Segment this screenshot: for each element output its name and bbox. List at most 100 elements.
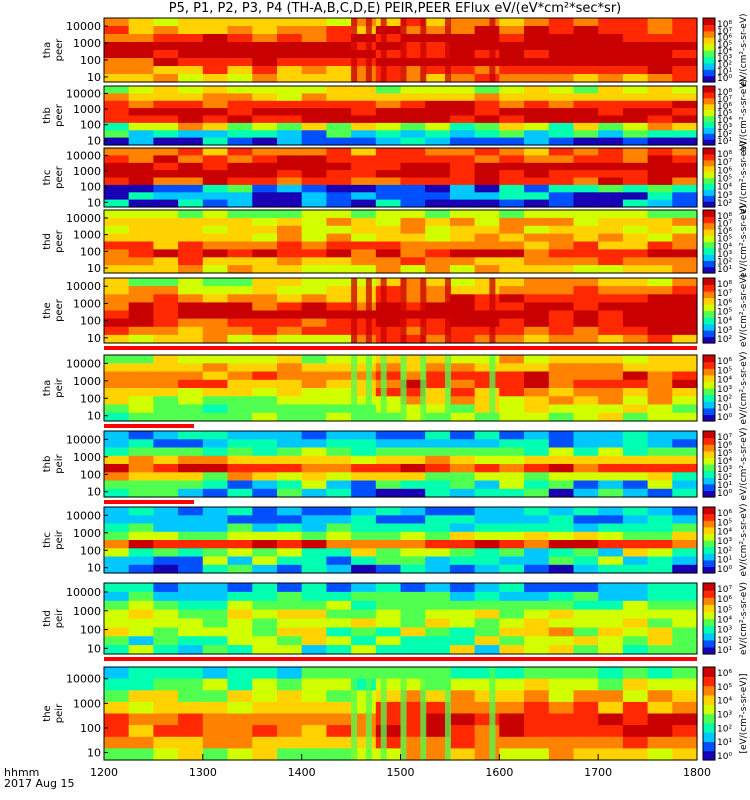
heatmap-cell — [524, 748, 550, 761]
heatmap-cell — [227, 396, 253, 406]
heatmap-cell — [449, 523, 476, 533]
heatmap-cell — [104, 210, 130, 219]
heatmap-cell — [351, 74, 377, 83]
heatmap-cell — [622, 488, 649, 498]
heatmap-cell — [672, 249, 698, 258]
heatmap-cell — [449, 678, 476, 691]
heatmap-cell — [449, 217, 476, 227]
heatmap-cell — [524, 447, 550, 457]
heatmap-cell — [524, 556, 550, 566]
heatmap-cell — [227, 363, 253, 373]
heatmap-cell — [326, 233, 352, 243]
heatmap-cell — [524, 42, 550, 51]
heatmap-cell — [277, 100, 303, 109]
heatmap-cell — [128, 42, 154, 51]
heatmap-cell — [227, 318, 253, 328]
heatmap-cell — [425, 225, 451, 235]
heatmap-cell — [351, 241, 377, 250]
heatmap-cell — [647, 701, 673, 715]
heatmap-cell — [573, 636, 599, 646]
heatmap-cell — [128, 439, 154, 449]
y-tick-label: 10000 — [66, 212, 101, 225]
heatmap-cell — [153, 302, 179, 312]
heatmap-cell — [301, 122, 327, 131]
heatmap-cell — [351, 210, 377, 219]
heatmap-cell — [598, 162, 624, 171]
heatmap-cell — [425, 725, 451, 738]
heatmap-cell — [375, 609, 402, 620]
heatmap-cell — [647, 690, 673, 703]
panel-frame — [103, 582, 698, 655]
heatmap-cell — [573, 225, 599, 235]
heatmap-cell — [449, 130, 476, 139]
heatmap-cell — [301, 130, 327, 139]
heatmap-cell — [227, 334, 253, 344]
heatmap-cell — [647, 249, 673, 258]
heatmap-cell — [227, 34, 253, 43]
heatmap-cell — [178, 93, 204, 102]
heatmap-cell — [622, 225, 649, 235]
heatmap-cell — [449, 627, 476, 637]
heatmap-cell — [573, 74, 599, 83]
heatmap-cell — [474, 388, 500, 397]
heatmap-cell — [425, 439, 451, 449]
heatmap-cell — [277, 412, 303, 422]
heatmap-cell — [548, 431, 575, 440]
heatmap-cell — [598, 701, 624, 715]
heatmap-cell — [425, 257, 451, 266]
heatmap-cell — [351, 278, 377, 287]
heatmap-cell — [622, 447, 649, 457]
heatmap-cell — [622, 618, 649, 628]
heatmap-cell — [104, 148, 130, 156]
heatmap-cell — [449, 148, 476, 156]
heatmap-cell — [622, 108, 649, 117]
heatmap-cell — [499, 556, 525, 566]
colorbar-segment — [703, 388, 715, 396]
heatmap-cell — [499, 515, 525, 525]
heatmap-cell — [301, 564, 327, 574]
heatmap-cell — [326, 26, 352, 35]
heatmap-cell — [351, 184, 377, 193]
heatmap-cell — [277, 122, 303, 131]
heatmap-cell — [178, 748, 204, 761]
heatmap-cell — [672, 115, 698, 124]
heatmap-cell — [375, 412, 402, 422]
heatmap-cell — [301, 257, 327, 266]
heatmap-cell — [598, 523, 624, 533]
heatmap-cell — [178, 363, 204, 373]
heatmap-cell — [524, 162, 550, 171]
heatmap-cell — [375, 170, 402, 179]
heatmap-cell — [227, 472, 253, 482]
heatmap-cell — [647, 50, 673, 59]
heatmap-cell — [647, 713, 673, 726]
heatmap-cell — [647, 645, 673, 655]
heatmap-cell — [301, 93, 327, 102]
heatmap-cell — [351, 192, 377, 201]
heatmap-cell — [277, 66, 303, 75]
heatmap-cell — [178, 645, 204, 655]
panel-label-line2: peir — [54, 377, 65, 397]
heatmap-cell — [400, 455, 426, 465]
heatmap-cell — [647, 531, 673, 541]
heatmap-cell — [227, 108, 253, 117]
heatmap-cell — [425, 515, 451, 525]
heatmap-cell — [326, 130, 352, 139]
heatmap-cell — [326, 556, 352, 566]
colorbar-segment — [703, 513, 715, 521]
heatmap-cell — [672, 326, 698, 336]
heatmap-cell — [202, 42, 229, 51]
y-tick-label: 100 — [80, 315, 101, 328]
heatmap-cell — [647, 58, 673, 67]
heatmap-cell — [326, 600, 352, 611]
heatmap-cell — [425, 431, 451, 440]
y-tick-label: 100 — [80, 119, 101, 132]
heatmap-cell — [128, 137, 154, 146]
heatmap-cell — [548, 564, 575, 574]
heatmap-cell — [104, 18, 130, 27]
heatmap-cell — [598, 177, 624, 186]
heatmap-cell — [104, 713, 130, 726]
heatmap-cell — [573, 148, 599, 156]
heatmap-cell — [375, 713, 402, 726]
heatmap-cell — [425, 609, 451, 620]
